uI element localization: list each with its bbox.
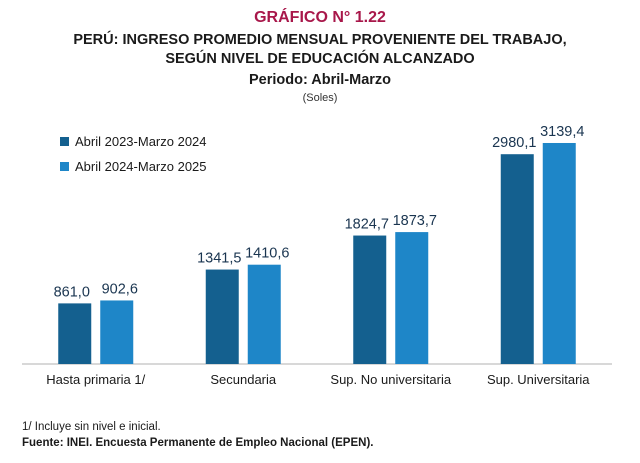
bar-1-4 bbox=[500, 154, 534, 364]
legend-swatch-1 bbox=[60, 137, 69, 146]
footnote: 1/ Incluye sin nivel e inicial. bbox=[22, 421, 161, 433]
legend-swatch-2 bbox=[60, 162, 69, 171]
bar-1-1 bbox=[58, 303, 92, 364]
figure-label: GRÁFICO N° 1.22 bbox=[254, 9, 386, 26]
bar-1-3 bbox=[353, 235, 387, 364]
chart-units: (Soles) bbox=[302, 92, 338, 104]
category-label-4: Sup. Universitaria bbox=[487, 372, 590, 387]
data-label-1-1: 861,0 bbox=[54, 284, 90, 300]
bar-2-4 bbox=[542, 142, 576, 364]
data-label-1-4: 2980,1 bbox=[492, 135, 536, 151]
bar-1-2 bbox=[205, 269, 239, 364]
data-label-1-3: 1824,7 bbox=[345, 217, 389, 233]
chart-period: Periodo: Abril-Marzo bbox=[248, 72, 392, 88]
data-label-2-4: 3139,4 bbox=[540, 124, 584, 140]
chart-title-line-2: SEGÚN NIVEL DE EDUCACIÓN ALCANZADO bbox=[165, 51, 475, 67]
data-label-2-2: 1410,6 bbox=[245, 246, 289, 262]
source-note: Fuente: INEI. Encuesta Permanente de Emp… bbox=[22, 437, 374, 449]
category-label-2: Secundaria bbox=[210, 372, 277, 387]
data-label-2-1: 902,6 bbox=[102, 281, 138, 297]
category-label-3: Sup. No universitaria bbox=[330, 372, 451, 387]
bar-2-3 bbox=[395, 232, 429, 364]
category-label-1: Hasta primaria 1/ bbox=[46, 372, 145, 387]
chart-title: PERÚ: INGRESO PROMEDIO MENSUAL PROVENIEN… bbox=[0, 31, 640, 69]
legend-label-2: Abril 2024-Marzo 2025 bbox=[75, 159, 207, 174]
bar-2-2 bbox=[247, 264, 281, 364]
data-label-2-3: 1873,7 bbox=[393, 213, 437, 229]
chart-title-line-1: PERÚ: INGRESO PROMEDIO MENSUAL PROVENIEN… bbox=[73, 32, 567, 48]
data-label-1-2: 1341,5 bbox=[197, 251, 241, 267]
bar-2-1 bbox=[100, 300, 134, 364]
legend-label-1: Abril 2023-Marzo 2024 bbox=[75, 134, 207, 149]
